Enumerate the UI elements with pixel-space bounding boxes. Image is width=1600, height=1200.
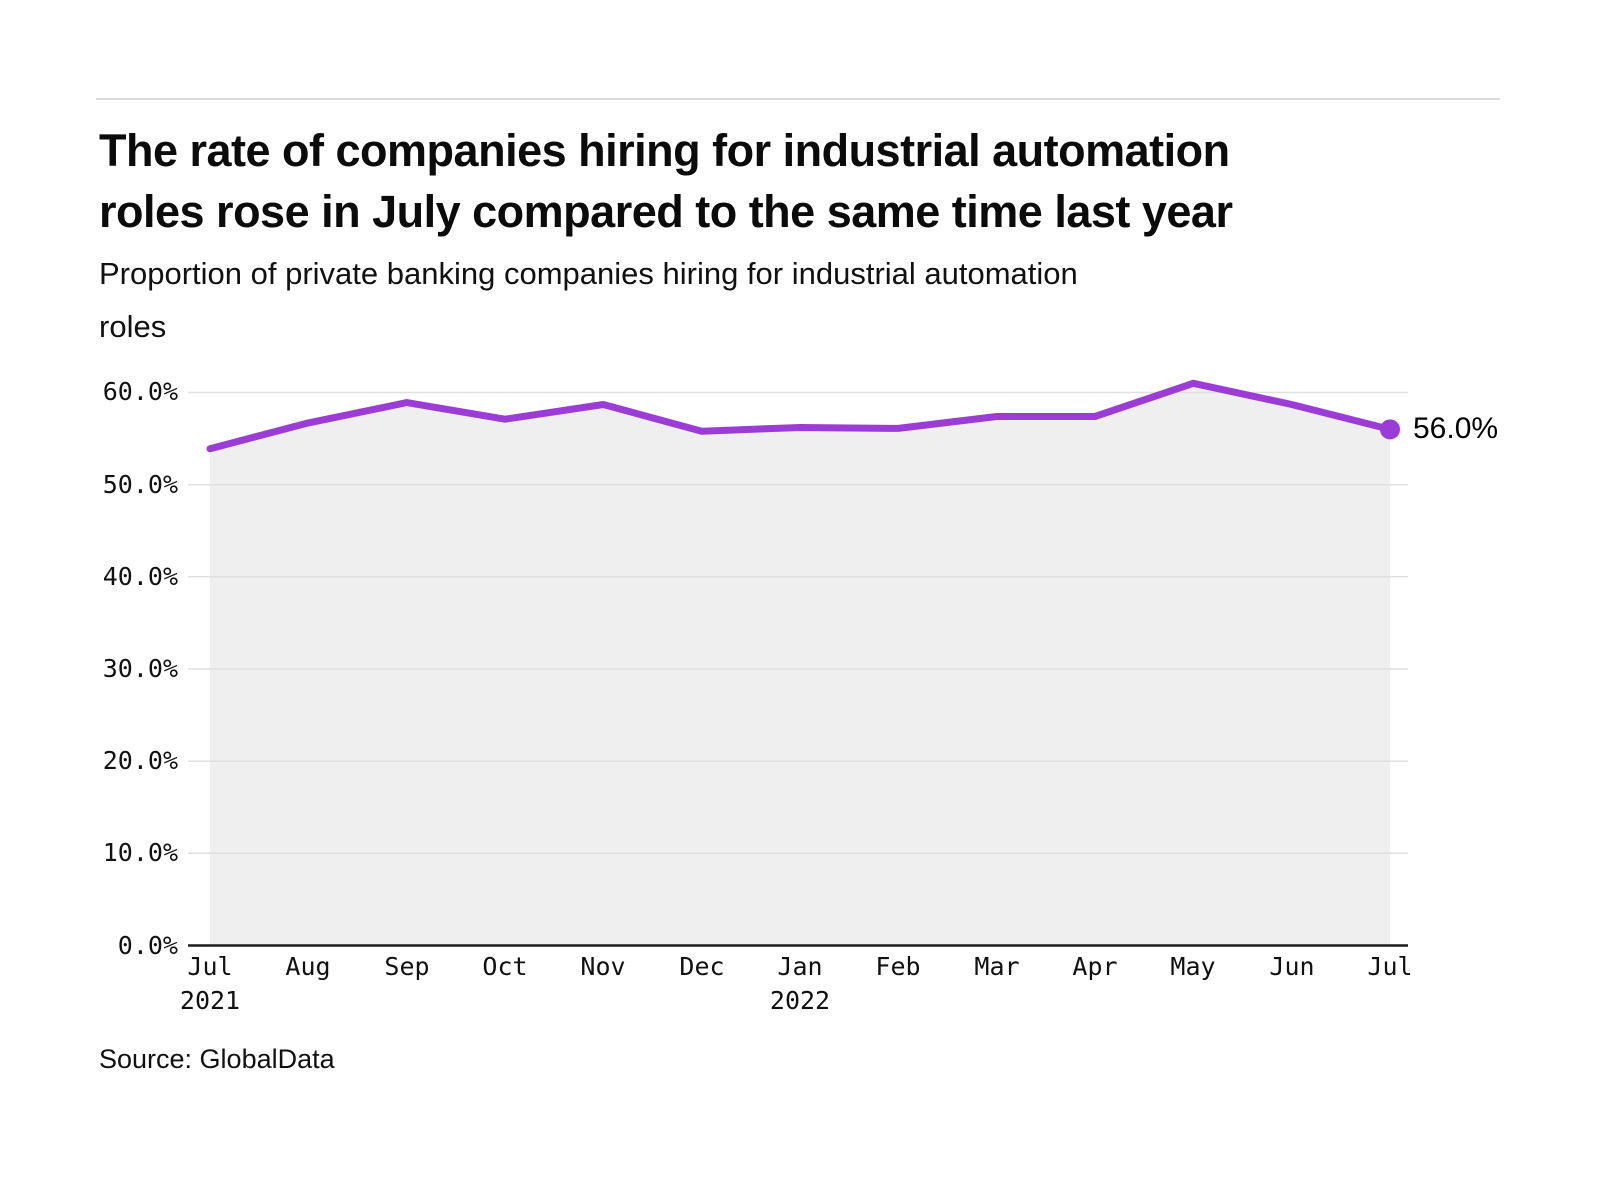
x-tick-year-label: 2022 [769,986,831,1015]
x-tick-label: Jul [187,952,233,981]
x-tick-label: May [1170,952,1216,981]
x-tick-year-label: 2021 [179,986,241,1015]
area-fill [210,383,1390,945]
chart-subtitle-line2: roles [99,309,167,344]
y-tick-label: 20.0% [102,746,178,775]
y-tick-label: 40.0% [102,562,178,591]
last-point-marker [1380,419,1400,440]
x-tick-label: Oct [482,952,528,981]
x-tick-label: Feb [875,952,921,981]
x-tick-label: Nov [580,952,626,981]
x-tick-label: Jun [1269,952,1315,981]
y-tick-label: 60.0% [102,377,178,406]
chart-subtitle-line1: Proportion of private banking companies … [99,256,1078,291]
x-tick-label: Jul [1367,952,1413,981]
y-tick-label: 50.0% [102,470,178,499]
x-tick-label: Aug [285,952,331,981]
data-line [206,379,1394,453]
last-point-value-label: 56.0% [1413,412,1499,445]
chart-subtitle: Proportion of private banking companies … [99,247,1519,353]
source-note: Source: GlobalData [99,1044,335,1074]
x-tick-label: Sep [384,952,430,981]
x-tick-label: Jan [777,952,823,981]
chart-title: The rate of companies hiring for industr… [99,120,1519,242]
x-tick-label: Dec [679,952,725,981]
chart-title-line2: roles rose in July compared to the same … [99,186,1233,237]
x-tick-label: Apr [1072,952,1118,981]
y-tick-label: 30.0% [102,654,178,683]
x-tick-label: Mar [974,952,1020,981]
y-tick-label: 0.0% [117,931,178,960]
chart-title-line1: The rate of companies hiring for industr… [99,125,1230,176]
top-divider [96,98,1500,100]
y-tick-label: 10.0% [102,838,178,867]
